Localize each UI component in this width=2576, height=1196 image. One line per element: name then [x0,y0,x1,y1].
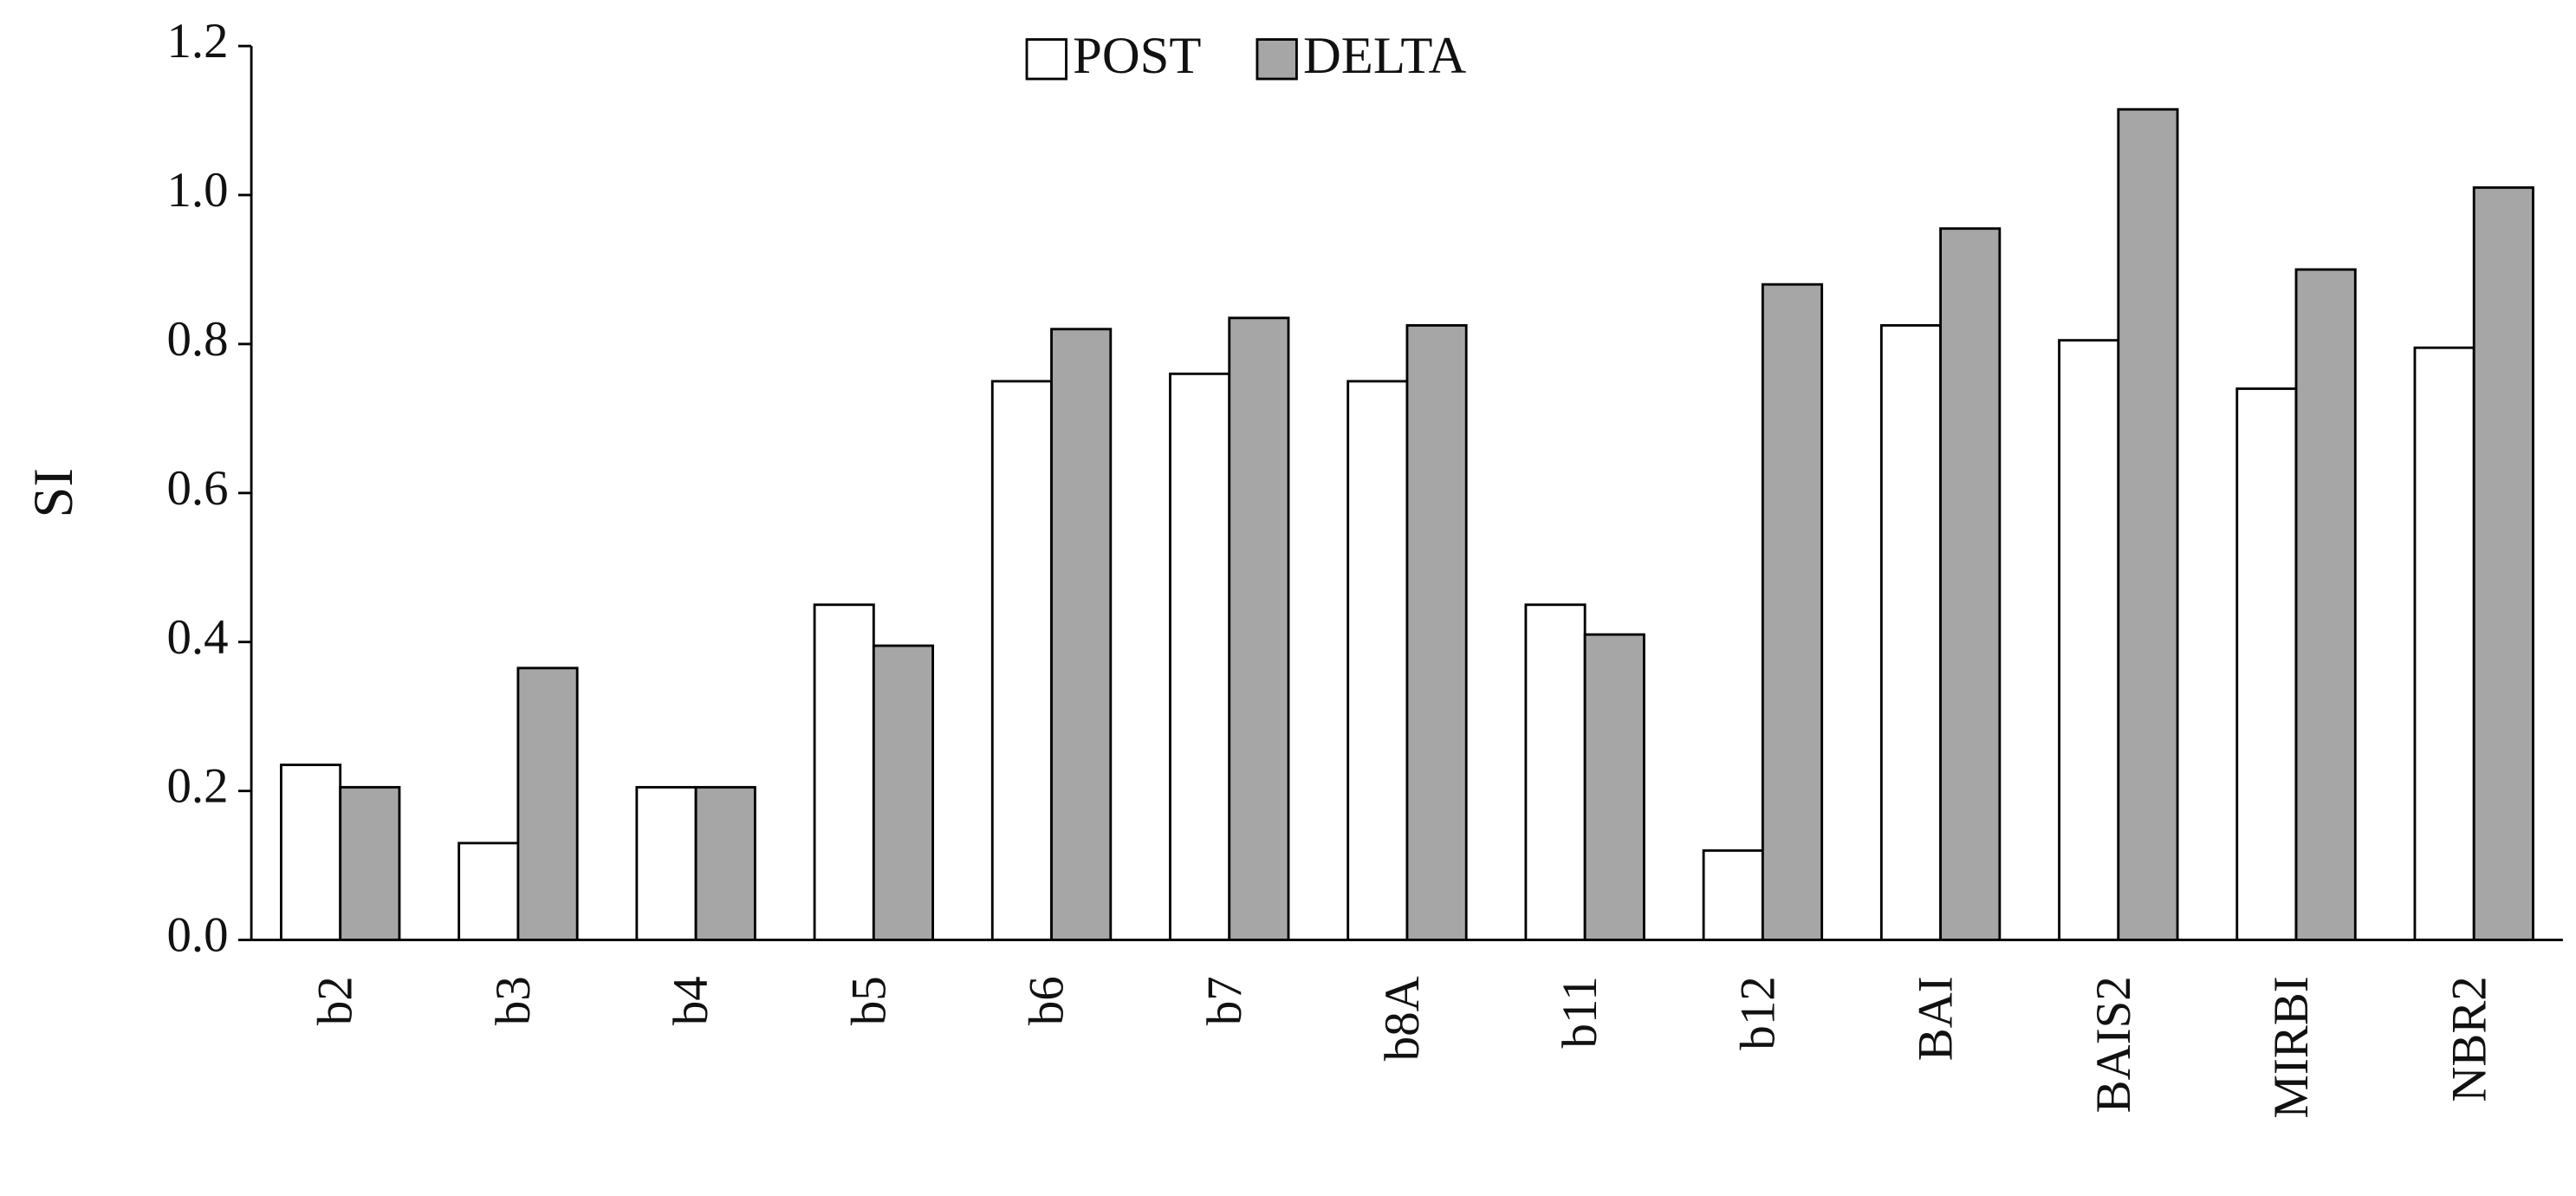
bar [339,785,401,941]
x-tick-label: BAI [1909,976,1963,1061]
bar [1879,324,1943,941]
bar [1702,849,1764,941]
bar [516,666,579,941]
y-tick-label: 0.4 [166,610,228,665]
y-tick-label: 0.8 [166,312,228,367]
bar [1169,372,1231,941]
x-tick-label: b4 [664,976,718,1025]
x-tick-label: b11 [1553,976,1607,1048]
legend-label: POST [1073,27,1201,85]
bar [1939,227,2002,941]
bar [1405,324,1468,941]
bar [2472,186,2534,941]
legend-label: DELTA [1303,27,1467,85]
bar [635,785,698,941]
x-tick-label: b3 [486,976,541,1025]
bar [2413,346,2475,941]
bar [2058,339,2120,941]
bar [2235,387,2298,941]
x-tick-label: b12 [1730,976,1785,1050]
x-tick-label: b2 [308,976,363,1025]
x-tick-label: BAIS2 [2086,976,2141,1113]
bar [1228,316,1290,941]
bar [457,842,520,941]
y-tick-label: 1.0 [166,163,228,218]
legend-swatch [1256,38,1298,81]
bar [694,785,756,941]
bar [813,603,875,941]
x-tick-label: b5 [841,976,896,1025]
bar [280,764,342,941]
bar [1050,328,1113,941]
bar [1524,603,1586,941]
legend-swatch [1025,38,1067,81]
x-tick-label: b6 [1020,976,1074,1025]
x-tick-label: b7 [1197,976,1252,1025]
bar [1761,283,1824,941]
bar [872,644,935,941]
bar [1583,633,1645,941]
x-tick-label: MIRBI [2264,976,2319,1118]
y-tick-label: 1.2 [166,14,228,68]
y-tick-label: 0.2 [166,759,228,814]
bar [2117,107,2179,941]
bar [1346,380,1409,941]
bar [2294,268,2357,941]
y-tick-label: 0.6 [166,461,228,516]
x-tick-label: NBR2 [2442,976,2496,1102]
y-tick-label: 0.0 [166,908,228,963]
y-axis-label: SI [23,468,84,517]
x-tick-label: b8A [1375,976,1430,1061]
bar [990,380,1053,941]
